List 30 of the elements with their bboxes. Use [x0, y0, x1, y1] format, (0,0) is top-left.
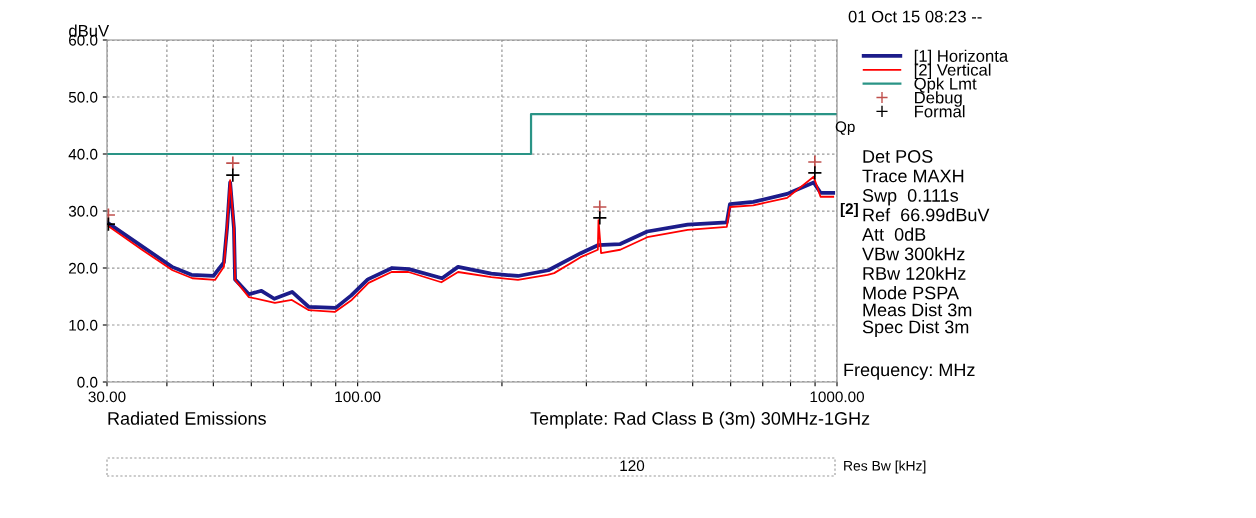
- legend-label: Debug: [915, 91, 962, 107]
- text: VBw 300kHz: [862, 247, 965, 261]
- text: [2]: [840, 202, 858, 218]
- y-tick-label: 0.0: [77, 376, 98, 388]
- text: Att 0dB: [862, 227, 926, 241]
- y-tick-label: 30.0: [68, 205, 98, 217]
- text: Trace MAXH: [862, 169, 964, 183]
- text: Meas Dist 3m: [863, 303, 972, 317]
- x-axis-title: Frequency: MHz: [844, 363, 975, 380]
- y-tick-label: 20.0: [69, 262, 98, 274]
- text: Ref 66.99dBuV: [863, 208, 990, 222]
- y-tick-label: 50.0: [68, 91, 98, 103]
- x-tick-label: 1000.00: [810, 391, 865, 403]
- annotation: Qp: [835, 121, 855, 136]
- text: Det POS: [863, 150, 933, 163]
- text: RBw 120kHz: [863, 266, 966, 280]
- text: 01 Oct 15 08:23 --: [848, 10, 982, 23]
- text: Swp 0.111s: [862, 189, 959, 206]
- text: Template: Rad Class B (3m) 30MHz-1GHz: [530, 411, 870, 429]
- legend-label: Qpk Lmt: [914, 77, 977, 93]
- x-tick-label: 100.00: [335, 391, 381, 403]
- legend-label: Formal: [915, 105, 965, 118]
- text: Res Bw [kHz]: [844, 460, 926, 474]
- text: Radiated Emissions: [108, 411, 266, 425]
- x-tick-label: 30.00: [88, 391, 126, 403]
- text: Spec Dist 3m: [862, 320, 969, 337]
- text: Mode PSPA: [863, 286, 959, 300]
- text: 120: [620, 460, 645, 472]
- y-tick-label: 40.0: [68, 148, 98, 160]
- y-tick-label: 10.0: [69, 319, 98, 331]
